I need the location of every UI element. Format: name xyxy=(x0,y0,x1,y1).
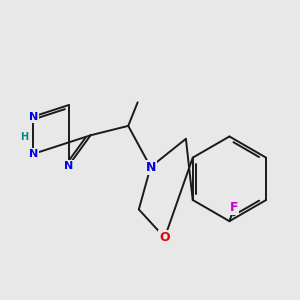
Text: N: N xyxy=(28,149,38,159)
Text: H: H xyxy=(20,133,28,142)
Text: O: O xyxy=(159,231,170,244)
Text: F: F xyxy=(230,201,239,214)
Text: N: N xyxy=(28,112,38,122)
Text: N: N xyxy=(146,160,156,174)
Text: N: N xyxy=(64,160,73,170)
